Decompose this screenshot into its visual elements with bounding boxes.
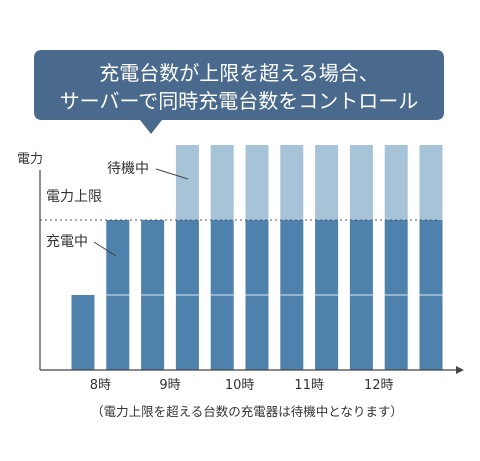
chart-caption: （電力上限を超える台数の充電器は待機中となります）	[91, 404, 403, 419]
bars-group	[71, 145, 443, 370]
callout: 充電台数が上限を超える場合、 サーバーで同時充電台数をコントロール	[34, 50, 444, 134]
callout-bubble	[34, 50, 444, 134]
x-axis-arrow	[456, 366, 464, 374]
charging-leader-line	[93, 241, 117, 257]
x-tick-labels: 8時 9時 10時 11時 12時	[90, 378, 394, 393]
power-limit-label: 電力上限	[46, 189, 102, 205]
charging-label: 充電中	[46, 234, 88, 250]
x-tick-label: 8時	[90, 378, 111, 393]
bar-waiting	[175, 145, 199, 220]
x-tick-label: 10時	[225, 378, 255, 393]
bar-waiting	[280, 145, 304, 220]
bar-waiting	[419, 145, 443, 220]
bar-waiting	[384, 145, 408, 220]
waiting-label: 待機中	[107, 161, 149, 177]
bar-waiting	[210, 145, 234, 220]
bar-waiting	[245, 145, 269, 220]
callout-line-2: サーバーで同時充電台数をコントロール	[60, 89, 419, 113]
callout-line-1: 充電台数が上限を超える場合、	[99, 61, 378, 85]
y-axis-label: 電力	[17, 152, 43, 167]
x-tick-label: 12時	[364, 378, 394, 393]
bar-waiting	[349, 145, 373, 220]
waiting-leader-line	[155, 168, 189, 180]
x-tick-label: 11時	[294, 378, 324, 393]
x-tick-label: 9時	[159, 378, 180, 393]
bar-waiting	[315, 145, 339, 220]
bar-charging	[71, 295, 95, 370]
